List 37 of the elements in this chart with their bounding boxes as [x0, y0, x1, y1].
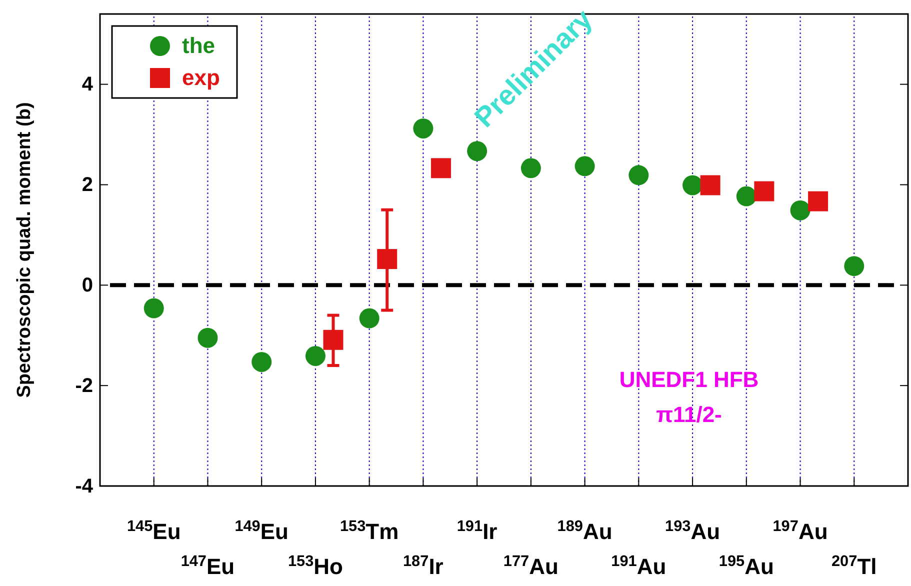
annotation: π11/2- — [656, 402, 722, 427]
x-tick-label: $^{187}$Ir — [403, 552, 444, 579]
point — [574, 156, 595, 176]
point — [413, 118, 434, 138]
point — [144, 298, 164, 318]
legend-label: exp — [182, 65, 220, 90]
point — [790, 200, 810, 220]
point — [305, 346, 326, 366]
x-tick-label: $^{147}$Eu — [180, 552, 235, 579]
annotation: UNEDF1 HFB — [619, 367, 759, 392]
point — [844, 256, 864, 276]
x-tick-label: $^{149}$Eu — [234, 518, 289, 544]
y-tick-label: -4 — [75, 475, 94, 498]
point — [628, 165, 649, 186]
x-tick-label: $^{193}$Au — [665, 518, 720, 544]
y-tick-label: 2 — [82, 174, 93, 196]
point — [467, 141, 488, 162]
x-tick-label: $^{207}$Tl — [832, 552, 877, 579]
point — [198, 328, 218, 348]
point — [252, 352, 272, 372]
x-tick-label: $^{191}$Ir — [456, 518, 498, 544]
point — [520, 158, 541, 178]
x-tick-label: $^{195}$Au — [718, 552, 774, 579]
x-tick-label: $^{189}$Au — [557, 518, 612, 544]
point — [359, 308, 380, 328]
x-tick-label: $^{191}$Au — [611, 552, 666, 579]
y-axis-title: Spectroscopic quad. moment (b) — [14, 102, 35, 398]
y-tick-label: 0 — [82, 274, 93, 297]
legend-label: the — [182, 33, 215, 58]
x-tick-label: $^{153}$Ho — [288, 552, 343, 579]
x-tick-label: $^{177}$Au — [503, 552, 558, 579]
y-tick-label: -2 — [75, 374, 93, 397]
x-tick-label: $^{153}$Tm — [340, 518, 399, 544]
x-tick-label: $^{145}$Eu — [126, 518, 181, 544]
y-tick-label: 4 — [82, 74, 94, 96]
point — [736, 186, 756, 206]
x-tick-label: $^{197}$Au — [772, 518, 828, 544]
